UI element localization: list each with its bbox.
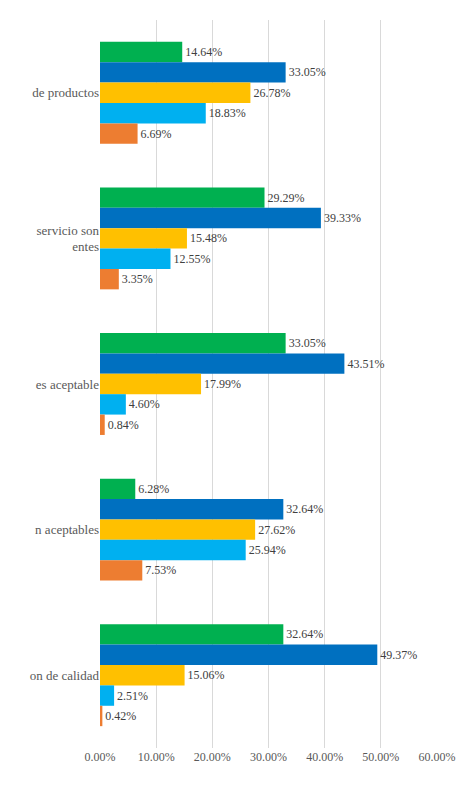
svg-text:es aceptable: es aceptable bbox=[36, 377, 99, 392]
svg-text:20.00%: 20.00% bbox=[194, 750, 231, 764]
svg-text:40.00%: 40.00% bbox=[306, 750, 343, 764]
svg-text:33.05%: 33.05% bbox=[289, 336, 326, 350]
svg-text:on de calidad: on de calidad bbox=[30, 668, 100, 683]
svg-text:15.06%: 15.06% bbox=[188, 668, 225, 682]
svg-text:15.48%: 15.48% bbox=[190, 231, 227, 245]
svg-text:0.00%: 0.00% bbox=[85, 750, 116, 764]
svg-text:49.37%: 49.37% bbox=[380, 648, 417, 662]
svg-text:4.60%: 4.60% bbox=[129, 397, 160, 411]
svg-text:27.62%: 27.62% bbox=[258, 523, 295, 537]
svg-text:6.69%: 6.69% bbox=[141, 127, 172, 141]
svg-text:17.99%: 17.99% bbox=[204, 377, 241, 391]
svg-text:servicio sonentes: servicio sonentes bbox=[37, 223, 100, 255]
svg-text:32.64%: 32.64% bbox=[286, 627, 323, 641]
svg-text:18.83%: 18.83% bbox=[209, 106, 246, 120]
svg-text:7.53%: 7.53% bbox=[145, 563, 176, 577]
svg-text:43.51%: 43.51% bbox=[347, 357, 384, 371]
svg-text:10.00%: 10.00% bbox=[138, 750, 175, 764]
svg-text:39.33%: 39.33% bbox=[324, 211, 361, 225]
svg-text:0.84%: 0.84% bbox=[108, 418, 139, 432]
svg-text:50.00%: 50.00% bbox=[362, 750, 399, 764]
svg-text:33.05%: 33.05% bbox=[289, 65, 326, 79]
svg-text:de productos: de productos bbox=[32, 85, 99, 100]
svg-text:30.00%: 30.00% bbox=[250, 750, 287, 764]
svg-text:6.28%: 6.28% bbox=[138, 482, 169, 496]
svg-text:25.94%: 25.94% bbox=[249, 543, 286, 557]
svg-text:0.42%: 0.42% bbox=[105, 709, 136, 723]
svg-text:60.00%: 60.00% bbox=[419, 750, 456, 764]
svg-text:14.64%: 14.64% bbox=[185, 45, 222, 59]
svg-text:2.51%: 2.51% bbox=[117, 689, 148, 703]
svg-text:3.35%: 3.35% bbox=[122, 272, 153, 286]
svg-text:n aceptables: n aceptables bbox=[35, 522, 99, 537]
svg-text:32.64%: 32.64% bbox=[286, 502, 323, 516]
svg-text:26.78%: 26.78% bbox=[253, 86, 290, 100]
svg-text:12.55%: 12.55% bbox=[173, 252, 210, 266]
svg-text:29.29%: 29.29% bbox=[268, 191, 305, 205]
